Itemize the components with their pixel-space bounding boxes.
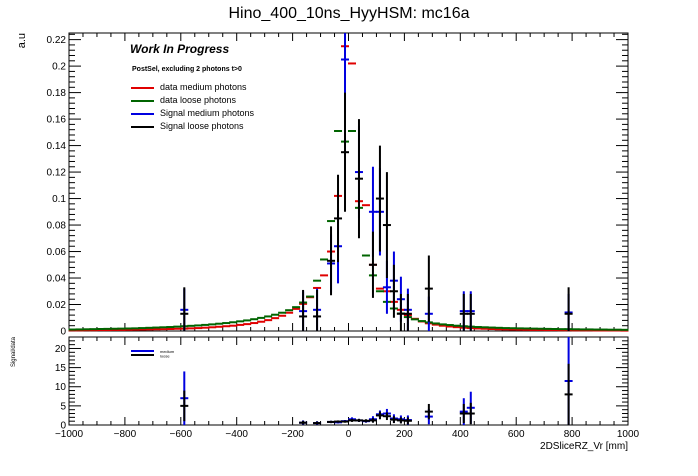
ratio-x-tick-label: 400	[452, 429, 469, 440]
main-y-tick-label: 0.16	[47, 115, 67, 126]
ratio-legend-label-loose: loose	[160, 354, 170, 359]
ratio-data-marks	[180, 337, 573, 425]
main-legend: data medium photons data loose photons S…	[131, 82, 255, 131]
main-y-tick-label: 0	[60, 327, 66, 338]
ratio-y-tick-label: 20	[55, 344, 67, 355]
ratio-y-tick-label: 10	[55, 382, 67, 393]
legend-label-data-loose: data loose photons	[160, 95, 237, 105]
work-in-progress-label: Work In Progress	[130, 42, 229, 56]
main-y-tick-label: 0.18	[47, 88, 67, 99]
main-axis-ticks: 0 0.02 0.04 0.06 0.08 0.1 0.12 0.14 0.16 0.18 0.2 0…	[47, 33, 629, 338]
ratio-x-tick-label: 200	[396, 429, 413, 440]
main-y-tick-label: 0.1	[52, 194, 66, 205]
main-panel: a.u 0 0.02 0.04 0.06 0.08 0.1 0.12 0.14 0.16 0.18…	[16, 32, 629, 338]
main-y-tick-label: 0.02	[47, 300, 67, 311]
chart-title: Hino_400_10ns_HyyHSM: mc16a	[228, 5, 469, 22]
ratio-y-tick-label: 5	[60, 401, 66, 412]
main-y-tick-label: 0.12	[47, 168, 67, 179]
ratio-x-tick-label: 1000	[617, 429, 640, 440]
ratio-x-tick-label: −600	[170, 429, 193, 440]
main-y-tick-label: 0.04	[47, 274, 67, 285]
main-annotation: Work In Progress PostSel, excluding 2 ph…	[130, 42, 242, 73]
legend-label-signal-medium: Signal medium photons	[160, 108, 255, 118]
legend-label-signal-loose: Signal loose photons	[160, 121, 244, 131]
main-y-tick-label: 0.08	[47, 221, 67, 232]
main-y-axis-label: a.u	[16, 33, 28, 48]
ratio-x-tick-label: −200	[281, 429, 304, 440]
ratio-x-axis-label: 2DSliceRZ_Vr [mm]	[540, 441, 628, 452]
ratio-x-tick-label: 800	[564, 429, 581, 440]
main-y-tick-label: 0.14	[47, 141, 67, 152]
ratio-y-axis-label: Signal/data	[11, 336, 17, 367]
selection-label: PostSel, excluding 2 photons t>0	[132, 66, 242, 73]
ratio-x-tick-label: −800	[114, 429, 137, 440]
ratio-x-tick-label: −1000	[55, 429, 84, 440]
main-y-tick-label: 0.22	[47, 35, 67, 46]
ratio-x-tick-label: 0	[346, 429, 352, 440]
main-data-marks	[68, 33, 629, 332]
ratio-panel: Signal/data 2DSliceRZ_Vr [mm] −1000 −800 −…	[11, 336, 640, 452]
ratio-x-tick-label: −400	[225, 429, 248, 440]
ratio-legend: medium loose	[131, 349, 175, 359]
main-y-tick-label: 0.2	[52, 62, 66, 73]
ratio-y-tick-label: 15	[55, 363, 67, 374]
ratio-y-tick-label: 0	[60, 421, 66, 432]
main-y-tick-label: 0.06	[47, 247, 67, 258]
ratio-x-tick-label: 600	[508, 429, 525, 440]
ratio-legend-label-medium: medium	[160, 349, 175, 354]
legend-label-data-medium: data medium photons	[160, 82, 247, 92]
